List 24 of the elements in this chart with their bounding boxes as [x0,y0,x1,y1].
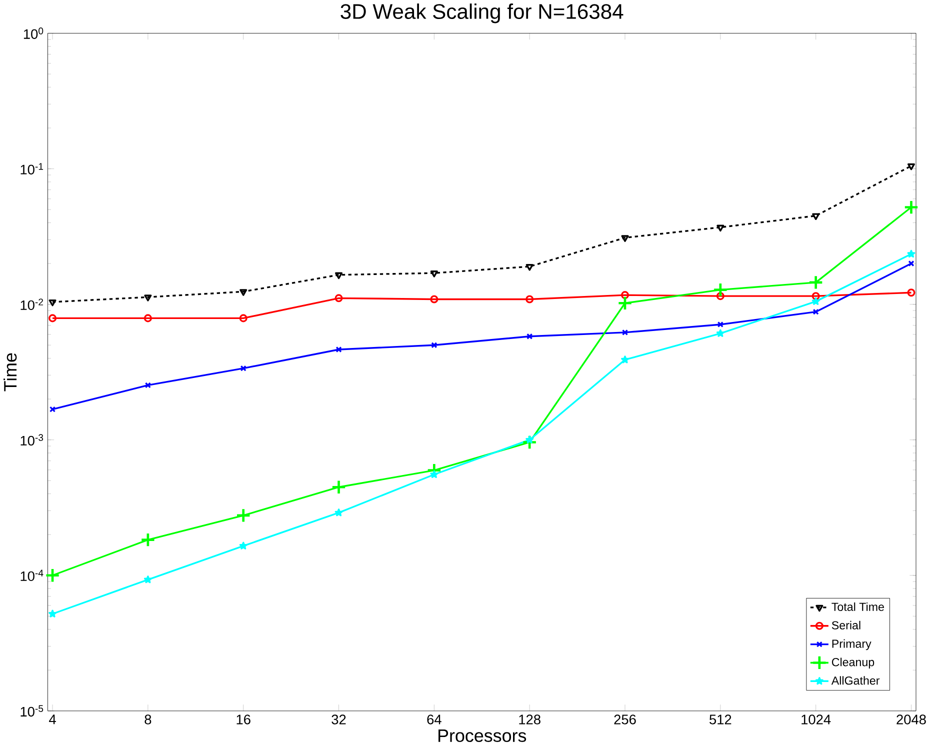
x-tick-label: 512 [710,714,732,725]
x-tick-label: 32 [332,714,346,725]
x-axis-title: Processors [438,730,526,742]
y-tick-label: 10$^{-3}$ [20,434,44,446]
y-tick-label: 10$^{-2}$ [20,298,44,310]
x-tick-label: 1024 [802,714,831,725]
x-tick-label: 16 [236,714,250,725]
chart-title: 3D Weak Scaling for N=16384 [340,4,624,24]
x-tick-label: 256 [614,714,636,725]
x-tick-label: 128 [519,714,540,725]
x-tick-label: 2048 [896,714,926,725]
legend-label: Total Time [832,602,884,612]
x-tick-label: 4 [49,714,56,724]
y-tick-label: 10$^{0}$ [24,28,44,40]
y-tick-label: 10$^{-1}$ [20,163,44,175]
y-axis-title: Time [4,354,17,392]
x-tick-label: 8 [144,714,152,725]
y-tick-label: 10$^{-5}$ [20,706,44,717]
legend-label: AllGather [831,676,880,685]
y-tick-label: 10$^{-4}$ [20,570,44,582]
legend-label: Cleanup [832,658,874,669]
legend-label: Serial [832,621,860,630]
legend-label: Primary [832,640,872,650]
x-tick-label: 64 [427,714,442,725]
